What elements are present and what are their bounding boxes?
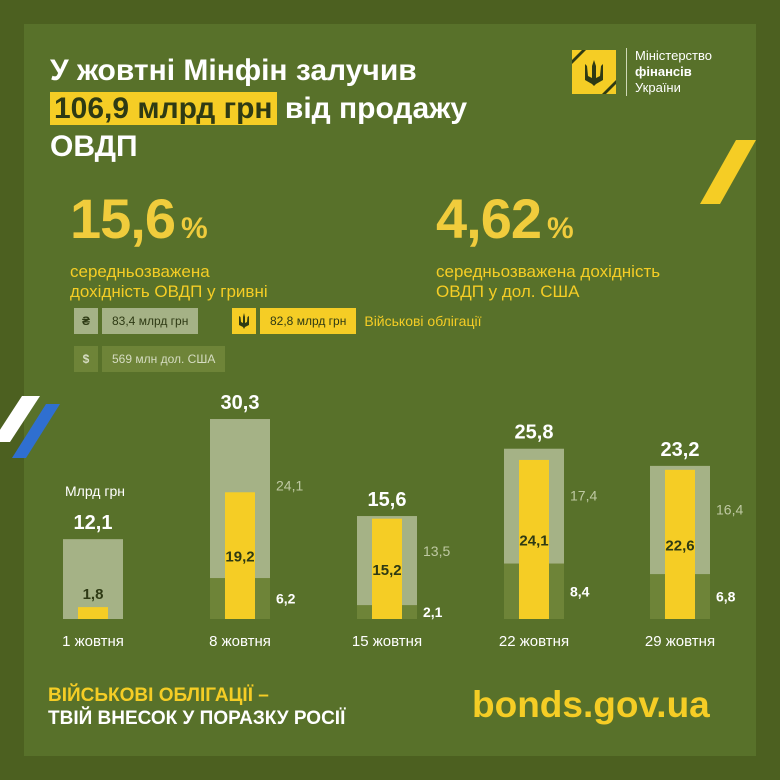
stat-uah-yield: 15,6% середньозважена дохідність ОВДП у г… [70,190,268,302]
legend-usd-label: 569 млн дол. США [102,346,226,372]
title-highlight: 106,9 млрд грн [50,92,277,125]
bar-usd-label: 2,1 [423,604,443,620]
logo-divider [626,48,627,96]
title-line3: ОВДП [50,130,138,163]
bar-military-label: 15,2 [372,562,401,579]
bar-military-label: 24,1 [519,532,548,549]
bar-usd-label: 6,2 [276,591,296,607]
content-frame [24,24,756,756]
dollar-icon: $ [74,346,98,372]
bar-uah-label: 13,5 [423,543,450,559]
footer-slogan-line1: ВІЙСЬКОВІ ОБЛІГАЦІЇ – [48,685,269,706]
bar-total-label: 23,2 [661,439,700,461]
stat-uah-desc2: дохідність ОВДП у гривні [70,282,268,301]
stat-usd-unit: % [547,212,574,245]
x-tick-label: 29 жовтня [645,633,715,650]
bar-uah-label: 17,4 [570,487,597,503]
x-tick-label: 22 жовтня [499,633,569,650]
title-line2: від продажу [276,92,468,125]
bar-total-label: 30,3 [221,392,260,414]
y-unit-label: Млрд грн [65,483,125,499]
bar-usd-label: 8,4 [570,583,590,599]
logo-line1: Міністерство [635,48,712,63]
bar-military-label: 22,6 [665,537,694,554]
stat-uah-value: 15,6 [70,187,176,250]
x-tick-label: 8 жовтня [209,633,271,650]
bar-military-label: 1,8 [83,586,104,603]
page-title: У жовтні Мінфін залучив 106,9 млрд грн в… [50,52,467,166]
stat-usd-yield: 4,62% середньозважена дохідність ОВДП у д… [436,190,660,302]
bar-military [372,518,402,619]
legend-military-text: Військові облігації [364,313,482,329]
decor-stripes-left [0,396,60,458]
stat-usd-value: 4,62 [436,187,542,250]
bar-military [519,459,549,619]
legend-military-label: 82,8 млрд грн [260,308,357,334]
hryvnia-icon: ₴ [74,308,98,334]
trident-icon [232,308,256,334]
legend-military: 82,8 млрд грн Військові облігації [232,308,482,334]
bar-uah-label: 16,4 [716,502,743,518]
bar-total-label: 15,6 [368,489,407,511]
stat-uah-unit: % [181,212,208,245]
footer-url-link[interactable]: bonds.gov.ua [472,684,710,725]
bar-uah-segment [63,539,123,619]
title-line1: У жовтні Мінфін залучив [50,54,417,87]
x-tick-label: 1 жовтня [62,633,124,650]
bar-military-label: 19,2 [225,549,254,566]
x-tick-label: 15 жовтня [352,633,422,650]
footer-slogan-line2: ТВІЙ ВНЕСОК У ПОРАЗКУ РОСІЇ [48,708,346,729]
logo-line3: України [635,80,681,95]
logo-text: Міністерство фінансів України [635,48,712,96]
bar-uah-label: 24,1 [276,478,303,494]
bar-total-label: 12,1 [74,512,113,534]
stat-usd-desc2: ОВДП у дол. США [436,282,580,301]
legend-uah: ₴ 83,4 млрд грн [74,308,199,334]
stat-usd-desc1: середньозважена дохідність [436,262,661,281]
bar-military [78,607,108,619]
bar-usd-label: 6,8 [716,589,736,605]
trident-emblem-icon [572,50,616,94]
bar-military [225,492,255,619]
footer-slogan: ВІЙСЬКОВІ ОБЛІГАЦІЇ – ТВІЙ ВНЕСОК У ПОРА… [48,684,345,730]
legend-usd: $ 569 млн дол. США [74,346,226,372]
logo-line2: фінансів [635,64,692,79]
stat-uah-desc1: середньозважена [70,262,210,281]
bar-total-label: 25,8 [515,422,554,444]
bar-military [665,469,695,619]
ministry-logo: Міністерство фінансів України [572,48,712,96]
bar-chart: Млрд грн 12,1 1,8 1 жовтня 30,3 19,2 24,1 6,2 8 … [62,392,743,650]
decor-stripe-right [700,140,756,204]
legend-uah-label: 83,4 млрд грн [102,308,199,334]
